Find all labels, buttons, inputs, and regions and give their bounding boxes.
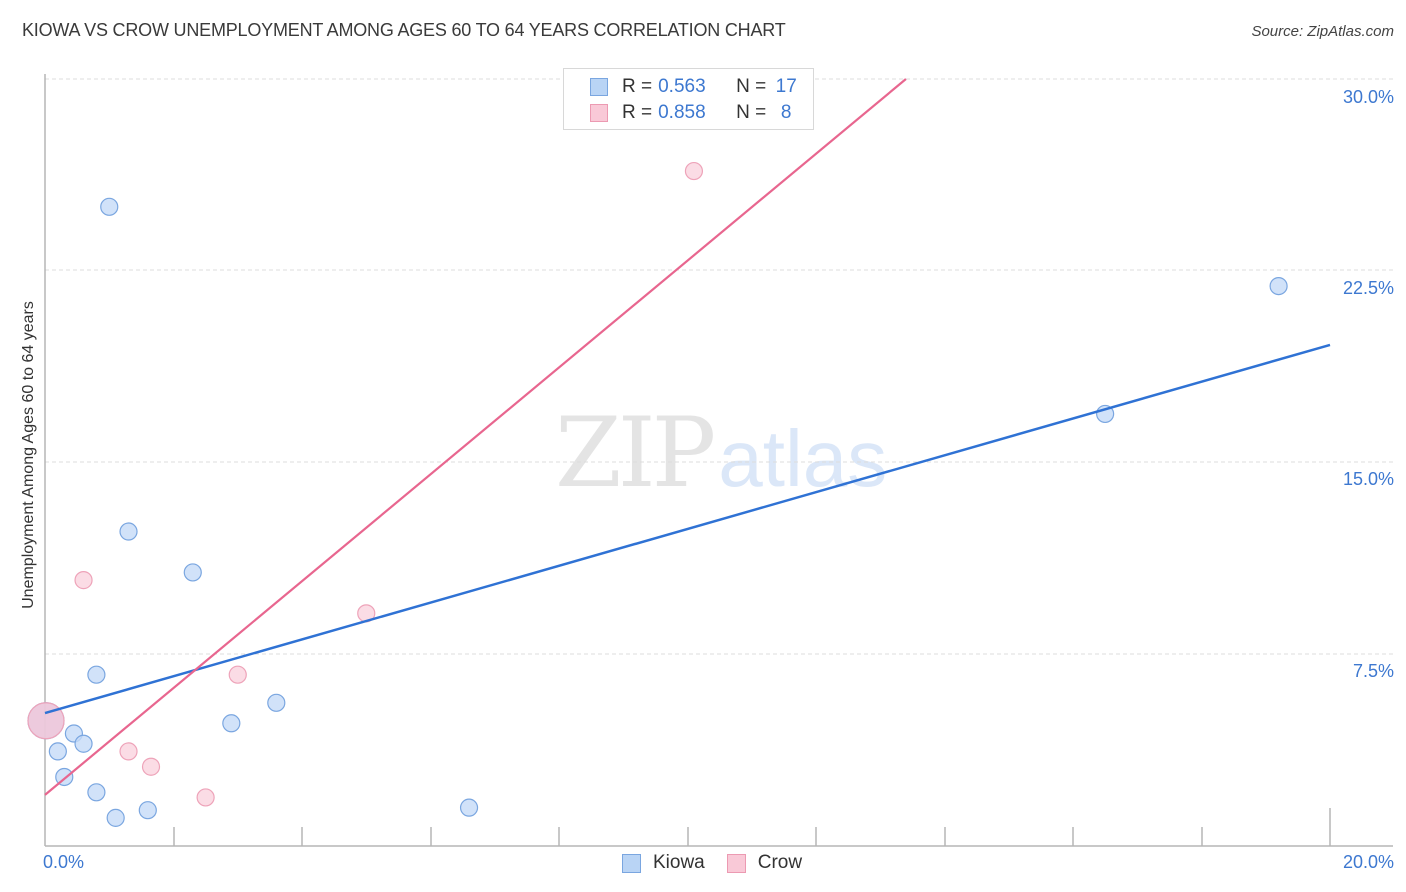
crow-data-point	[27, 702, 65, 740]
watermark-zip: ZIP	[555, 397, 716, 509]
crow-swatch-icon	[590, 104, 608, 122]
watermark: ZIPatlas	[555, 405, 887, 502]
kiowa-data-point	[100, 197, 119, 216]
legend-item-crow[interactable]: Crow	[726, 852, 803, 874]
legend-label: Kiowa	[653, 852, 705, 873]
watermark-atlas: atlas	[718, 414, 888, 503]
crow-data-point	[119, 742, 138, 761]
y-tick-15: 15.0%	[1342, 469, 1394, 489]
axes	[44, 74, 1393, 847]
legend-label: Crow	[757, 852, 803, 873]
kiowa-data-point	[459, 798, 479, 817]
kiowa-data-point	[87, 783, 106, 802]
series-legend: Kiowa Crow	[622, 852, 824, 874]
crow-data-point	[228, 665, 247, 684]
crow-data-point	[684, 161, 704, 181]
kiowa-data-point	[267, 693, 286, 712]
y-tick-22-5: 22.5%	[1342, 278, 1394, 298]
gridlines	[45, 78, 1393, 655]
r-value: 0.858	[658, 102, 706, 123]
y-tick-30: 30.0%	[1342, 87, 1394, 107]
y-tick-7-5: 7.5%	[1352, 661, 1394, 681]
kiowa-data-point	[48, 742, 67, 761]
kiowa-data-point	[106, 808, 125, 827]
x-tick-20: 20.0%	[1342, 852, 1394, 872]
kiowa-swatch-icon	[590, 78, 608, 96]
legend-item-kiowa[interactable]: Kiowa	[622, 852, 705, 874]
legend-row-kiowa: R = 0.563 N = 17	[590, 75, 798, 99]
kiowa-swatch-icon	[622, 853, 641, 873]
crow-data-point	[141, 757, 161, 776]
kiowa-data-point	[222, 714, 241, 733]
n-value: 8	[780, 102, 792, 123]
kiowa-data-point	[138, 801, 157, 820]
stats-legend: R = 0.563 N = 17 R = 0.858 N = 8	[563, 68, 814, 130]
crow-data-point	[196, 788, 215, 807]
r-label: R =	[622, 76, 653, 97]
kiowa-data-point	[183, 563, 202, 582]
r-label: R =	[622, 102, 653, 123]
source-label: Source: ZipAtlas.com	[1251, 23, 1394, 40]
crow-data-point	[74, 571, 93, 590]
kiowa-points	[27, 197, 1288, 827]
legend-row-crow: R = 0.858 N = 8	[590, 101, 798, 125]
n-value: 17	[775, 76, 797, 97]
chart-title: KIOWA VS CROW UNEMPLOYMENT AMONG AGES 60…	[22, 20, 786, 40]
n-label: N =	[736, 102, 767, 123]
kiowa-data-point	[74, 734, 93, 753]
x-tick-0: 0.0%	[43, 852, 85, 872]
kiowa-trendline	[44, 343, 1331, 715]
crow-trendline	[44, 78, 907, 796]
n-label: N =	[736, 76, 767, 97]
crow-points	[27, 161, 704, 807]
crow-swatch-icon	[726, 853, 746, 873]
r-value: 0.563	[658, 76, 706, 97]
kiowa-data-point	[119, 522, 138, 541]
kiowa-data-point	[1269, 276, 1288, 296]
kiowa-data-point	[87, 665, 106, 684]
